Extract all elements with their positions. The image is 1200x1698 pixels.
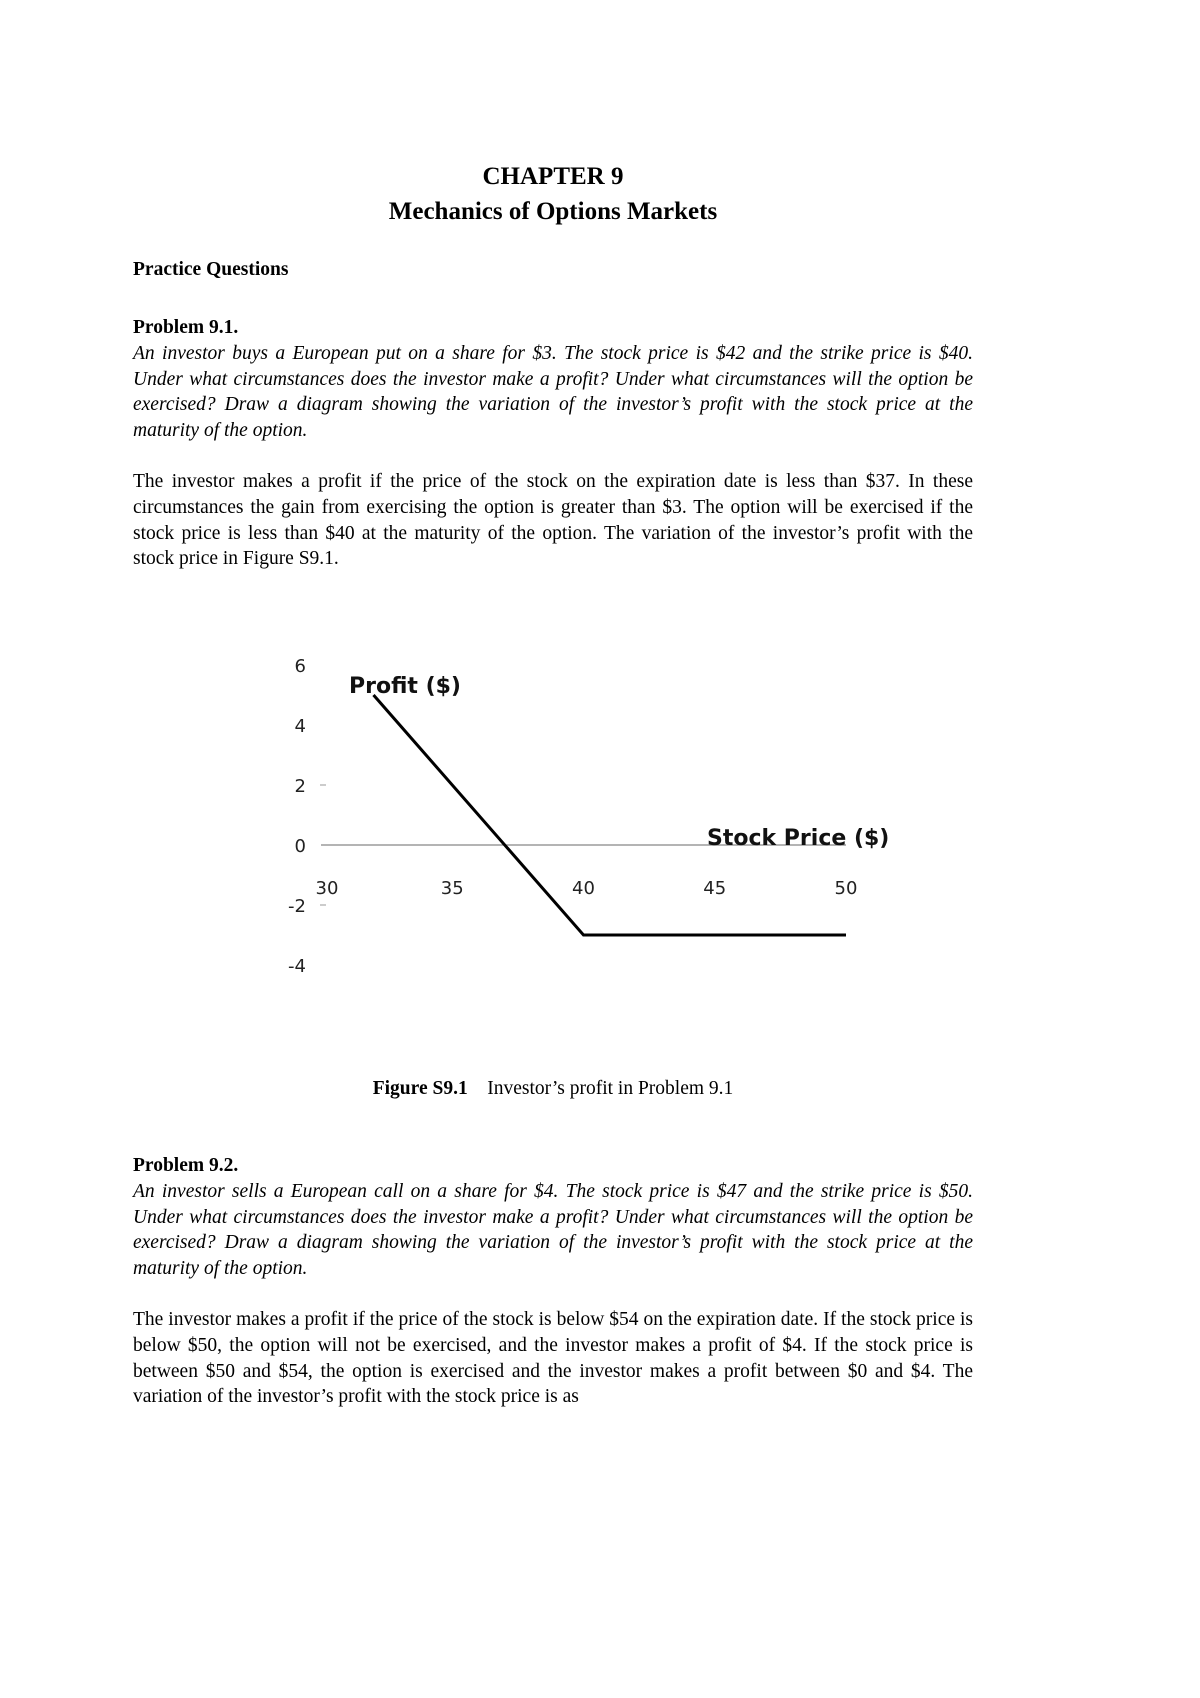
figure-caption: Figure S9.1 Investor’s profit in Problem… xyxy=(133,1078,973,1100)
y-tick-label: 6 xyxy=(295,656,306,677)
problem-answer: The investor makes a profit if the price… xyxy=(133,1308,973,1408)
y-tick-label: 4 xyxy=(295,716,306,737)
problem-answer: The investor makes a profit if the price… xyxy=(133,470,973,570)
section-heading: Practice Questions xyxy=(133,259,289,280)
x-tick-label: 40 xyxy=(572,878,595,899)
figure-caption-text: Investor’s profit in Problem 9.1 xyxy=(487,1078,734,1099)
problem-9-1: Problem 9.1. An investor buys a European… xyxy=(133,315,973,572)
y-tick-label: -2 xyxy=(288,896,306,917)
x-tick-label: 50 xyxy=(835,878,858,899)
x-axis-title: Stock Price ($) xyxy=(707,826,889,851)
y-axis-title: Profit ($) xyxy=(349,674,461,699)
x-tick-label: 45 xyxy=(703,878,726,899)
figure-label: Figure S9.1 xyxy=(372,1078,468,1099)
chapter-title: Mechanics of Options Markets xyxy=(388,198,718,225)
y-tick-label: 2 xyxy=(295,776,306,797)
problem-label: Problem 9.1. xyxy=(133,317,239,338)
problem-label: Problem 9.2. xyxy=(133,1155,239,1176)
chapter-number: CHAPTER 9 xyxy=(482,163,624,190)
y-tick-label: -4 xyxy=(288,956,306,977)
problem-question: An investor buys a European put on a sha… xyxy=(133,342,973,442)
x-tick-label: 30 xyxy=(316,878,339,899)
profit-line xyxy=(372,694,846,937)
x-tick-label: 35 xyxy=(441,878,464,899)
y-tick-label: 0 xyxy=(295,836,306,857)
problem-question: An investor sells a European call on a s… xyxy=(133,1180,973,1280)
problem-9-2: Problem 9.2. An investor sells a Europea… xyxy=(133,1153,973,1410)
